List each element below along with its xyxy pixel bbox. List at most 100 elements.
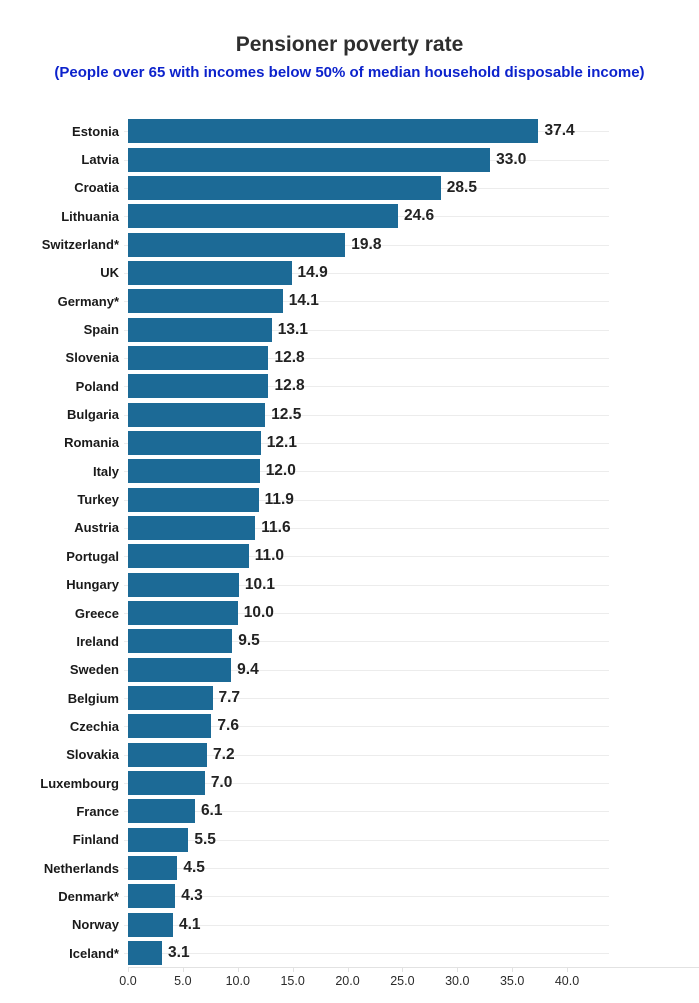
category-label: Bulgaria — [66, 407, 119, 423]
bar-row: Slovenia 12.8 — [0, 344, 699, 372]
category-label: Sweden — [69, 662, 119, 678]
bar-row: Ireland 9.5 — [0, 627, 699, 655]
category-gridline — [124, 272, 609, 274]
x-axis-line — [128, 967, 699, 968]
bar — [128, 941, 163, 966]
category-gridline — [124, 613, 609, 615]
value-label: 11.0 — [254, 547, 285, 565]
bar-area: 7.2 — [124, 741, 699, 769]
bar-area: 14.9 — [124, 259, 699, 287]
category-gridline — [124, 357, 609, 359]
bar-row: Estonia 37.4 — [0, 117, 699, 145]
bar-row: Netherlands 4.5 — [0, 854, 699, 882]
bar-row: Croatia 28.5 — [0, 174, 699, 202]
value-label: 14.1 — [288, 292, 319, 310]
category-gridline — [124, 471, 609, 473]
bar — [128, 771, 205, 796]
bar-area: 12.0 — [124, 457, 699, 485]
bar — [128, 572, 239, 597]
category-gridline — [124, 669, 609, 671]
bar — [128, 487, 259, 512]
bar-row: Luxembourg 7.0 — [0, 769, 699, 797]
bar-row: Poland 12.8 — [0, 372, 699, 400]
bar-area: 9.4 — [124, 656, 699, 684]
value-label: 4.1 — [178, 915, 201, 933]
value-label: 12.0 — [265, 462, 296, 480]
bar-row: Greece 10.0 — [0, 599, 699, 627]
bar-area: 28.5 — [124, 174, 699, 202]
x-tick-label: 15.0 — [280, 974, 305, 988]
bar — [128, 714, 212, 739]
category-label: Belgium — [67, 690, 119, 706]
category-gridline — [124, 386, 609, 388]
category-gridline — [124, 924, 609, 926]
x-axis: 0.0 5.0 10.0 15.0 20.0 25.0 30.0 35.0 40.0 — [0, 968, 699, 1003]
category-label: Hungary — [66, 577, 119, 593]
category-label: Austria — [74, 520, 119, 536]
x-tick-mark — [457, 968, 459, 972]
bar-area: 11.6 — [124, 514, 699, 542]
value-label: 5.5 — [194, 830, 216, 848]
x-tick-label: 40.0 — [554, 974, 580, 988]
bar-row: Lithuania 24.6 — [0, 202, 699, 230]
category-gridline — [124, 754, 609, 756]
value-label: 4.5 — [183, 859, 205, 877]
x-tick-label: 35.0 — [499, 974, 525, 988]
bar-row: Germany* 14.1 — [0, 287, 699, 315]
bar — [128, 402, 266, 427]
value-label: 11.6 — [261, 518, 291, 536]
bar — [128, 742, 208, 767]
category-label: Denmark* — [58, 888, 119, 904]
x-tick-mark — [402, 968, 404, 972]
bar-area: 10.1 — [124, 571, 699, 599]
category-label: Netherlands — [43, 860, 119, 876]
category-label: UK — [100, 265, 119, 281]
bar-area: 13.1 — [124, 315, 699, 343]
value-label: 14.9 — [297, 263, 328, 281]
category-label: Spain — [83, 322, 119, 338]
category-label: Germany* — [57, 293, 119, 309]
bar-row: Sweden 9.4 — [0, 656, 699, 684]
x-tick-mark — [567, 968, 568, 972]
bar-area: 7.0 — [124, 769, 699, 797]
bar-row: Latvia 33.0 — [0, 145, 699, 173]
bar — [128, 515, 256, 540]
bar-area: 12.5 — [124, 400, 699, 428]
bar-area: 6.1 — [124, 797, 699, 825]
category-label: Czechia — [69, 718, 119, 734]
bar-area: 19.8 — [124, 230, 699, 258]
bar — [128, 544, 249, 569]
bar-area: 12.1 — [124, 429, 699, 457]
bar-area: 24.6 — [124, 202, 699, 230]
bar — [128, 260, 292, 285]
category-gridline — [124, 783, 609, 785]
category-gridline — [124, 442, 609, 444]
bar-row: UK 14.9 — [0, 259, 699, 287]
bar — [128, 204, 398, 229]
bar — [128, 175, 441, 200]
bar-row: Turkey 11.9 — [0, 485, 699, 513]
category-gridline — [124, 896, 609, 898]
value-label: 4.3 — [181, 887, 203, 905]
bar-area: 4.1 — [124, 911, 699, 939]
value-label: 3.1 — [168, 944, 190, 962]
x-tick-mark — [512, 968, 514, 972]
bar — [128, 657, 232, 682]
category-gridline — [124, 499, 609, 501]
bar-row: France 6.1 — [0, 797, 699, 825]
category-gridline — [124, 527, 609, 529]
bar-row: Finland 5.5 — [0, 826, 699, 854]
value-label: 10.0 — [243, 604, 274, 622]
bar — [128, 289, 283, 314]
category-label: Poland — [75, 378, 119, 394]
category-gridline — [124, 244, 609, 246]
category-label: Lithuania — [61, 208, 119, 224]
value-label: 33.0 — [496, 150, 527, 168]
bar — [128, 629, 233, 654]
bar-row: Slovakia 7.2 — [0, 741, 699, 769]
category-gridline — [124, 839, 609, 841]
value-label: 28.5 — [446, 178, 477, 196]
category-gridline — [124, 641, 609, 643]
value-label: 19.8 — [351, 235, 382, 253]
